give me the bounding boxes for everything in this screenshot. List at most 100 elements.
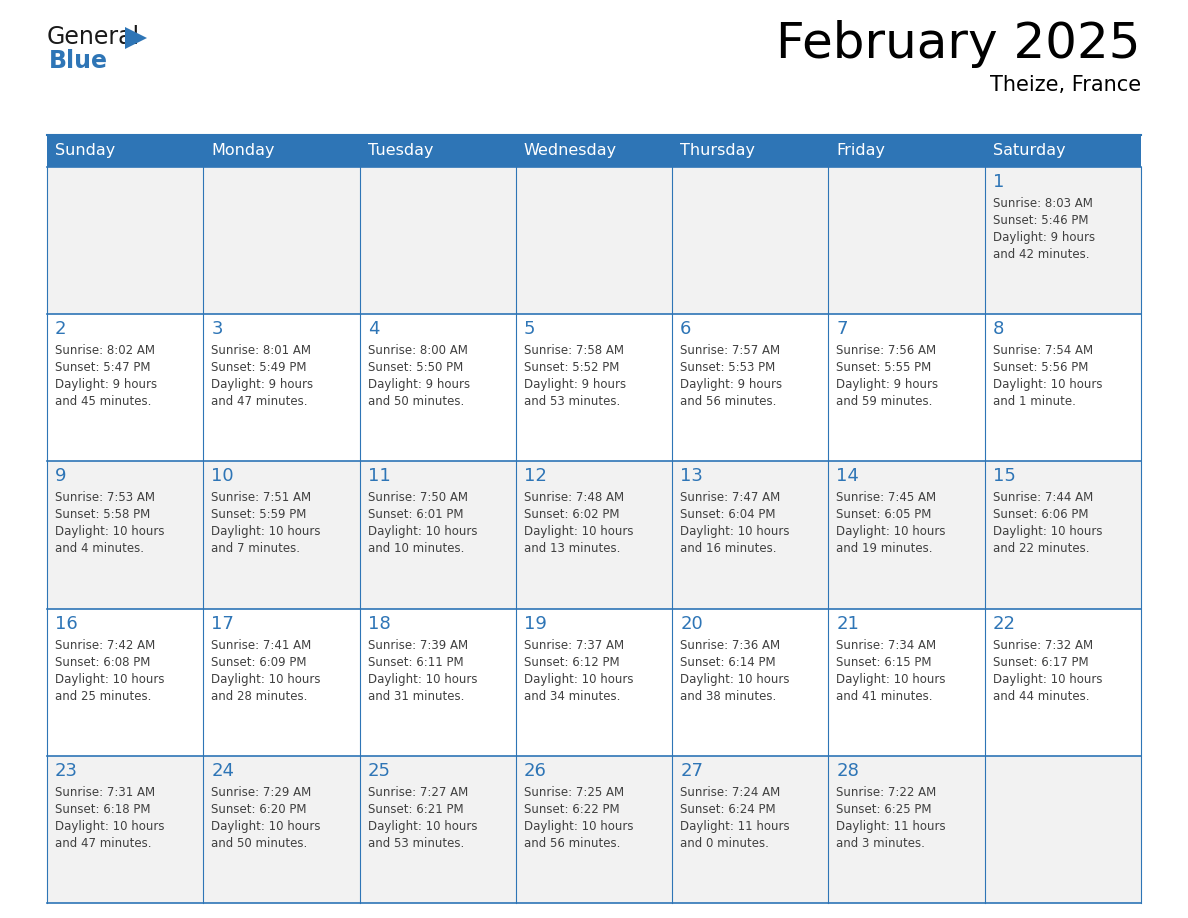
Text: Sunset: 6:20 PM: Sunset: 6:20 PM (211, 803, 307, 816)
Bar (516, 167, 672, 314)
Text: Sunrise: 7:27 AM: Sunrise: 7:27 AM (367, 786, 468, 799)
Bar (672, 167, 828, 314)
Text: Sunrise: 8:01 AM: Sunrise: 8:01 AM (211, 344, 311, 357)
Text: Sunset: 6:09 PM: Sunset: 6:09 PM (211, 655, 307, 668)
Text: and 13 minutes.: and 13 minutes. (524, 543, 620, 555)
Text: Daylight: 9 hours: Daylight: 9 hours (367, 378, 469, 391)
Text: and 56 minutes.: and 56 minutes. (681, 396, 777, 409)
Text: Sunrise: 7:34 AM: Sunrise: 7:34 AM (836, 639, 936, 652)
Bar (516, 756, 672, 903)
Text: Sunset: 6:24 PM: Sunset: 6:24 PM (681, 803, 776, 816)
Text: Sunset: 6:04 PM: Sunset: 6:04 PM (681, 509, 776, 521)
Text: February 2025: February 2025 (777, 20, 1140, 68)
Text: Thursday: Thursday (681, 143, 756, 159)
Text: and 22 minutes.: and 22 minutes. (993, 543, 1089, 555)
Polygon shape (125, 27, 147, 49)
Bar (48, 756, 203, 903)
Text: Sunrise: 7:56 AM: Sunrise: 7:56 AM (836, 344, 936, 357)
Text: 19: 19 (524, 614, 546, 633)
Text: 2: 2 (55, 320, 67, 338)
Text: Daylight: 10 hours: Daylight: 10 hours (524, 820, 633, 833)
Text: Blue: Blue (49, 49, 108, 73)
Text: 1: 1 (993, 173, 1004, 191)
Bar (672, 609, 828, 756)
Text: 9: 9 (55, 467, 67, 486)
Text: Daylight: 10 hours: Daylight: 10 hours (681, 525, 790, 538)
Text: Sunset: 6:22 PM: Sunset: 6:22 PM (524, 803, 619, 816)
Text: Sunrise: 7:48 AM: Sunrise: 7:48 AM (524, 491, 624, 504)
Bar (360, 314, 516, 462)
Text: and 0 minutes.: and 0 minutes. (681, 837, 769, 850)
Text: Sunday: Sunday (55, 143, 115, 159)
Text: 17: 17 (211, 614, 234, 633)
Text: Daylight: 10 hours: Daylight: 10 hours (993, 378, 1102, 391)
Text: Sunrise: 7:45 AM: Sunrise: 7:45 AM (836, 491, 936, 504)
Text: and 53 minutes.: and 53 minutes. (367, 837, 463, 850)
Text: and 44 minutes.: and 44 minutes. (993, 689, 1089, 702)
Text: Sunset: 6:11 PM: Sunset: 6:11 PM (367, 655, 463, 668)
Text: Daylight: 10 hours: Daylight: 10 hours (681, 673, 790, 686)
Text: 22: 22 (993, 614, 1016, 633)
Bar (672, 756, 828, 903)
Text: and 42 minutes.: and 42 minutes. (993, 248, 1089, 261)
Text: 20: 20 (681, 614, 703, 633)
Bar (985, 167, 1140, 314)
Text: Sunset: 6:18 PM: Sunset: 6:18 PM (55, 803, 151, 816)
Bar (48, 135, 1140, 167)
Bar (828, 609, 985, 756)
Text: Sunset: 5:50 PM: Sunset: 5:50 PM (367, 361, 463, 375)
Text: Sunrise: 8:00 AM: Sunrise: 8:00 AM (367, 344, 467, 357)
Text: and 50 minutes.: and 50 minutes. (367, 396, 463, 409)
Text: Daylight: 9 hours: Daylight: 9 hours (211, 378, 314, 391)
Text: Sunset: 5:59 PM: Sunset: 5:59 PM (211, 509, 307, 521)
Text: Daylight: 10 hours: Daylight: 10 hours (211, 820, 321, 833)
Text: and 3 minutes.: and 3 minutes. (836, 837, 925, 850)
Text: and 41 minutes.: and 41 minutes. (836, 689, 933, 702)
Bar (828, 756, 985, 903)
Bar (516, 314, 672, 462)
Text: and 53 minutes.: and 53 minutes. (524, 396, 620, 409)
Text: Sunrise: 7:29 AM: Sunrise: 7:29 AM (211, 786, 311, 799)
Bar (48, 609, 203, 756)
Text: Sunrise: 7:32 AM: Sunrise: 7:32 AM (993, 639, 1093, 652)
Text: 3: 3 (211, 320, 223, 338)
Text: 25: 25 (367, 762, 391, 779)
Text: 6: 6 (681, 320, 691, 338)
Text: Sunrise: 7:51 AM: Sunrise: 7:51 AM (211, 491, 311, 504)
Text: 8: 8 (993, 320, 1004, 338)
Bar (828, 462, 985, 609)
Bar (672, 462, 828, 609)
Text: Theize, France: Theize, France (990, 75, 1140, 95)
Text: Sunset: 6:06 PM: Sunset: 6:06 PM (993, 509, 1088, 521)
Bar (828, 314, 985, 462)
Text: Sunrise: 7:22 AM: Sunrise: 7:22 AM (836, 786, 936, 799)
Text: 23: 23 (55, 762, 78, 779)
Text: Sunset: 5:55 PM: Sunset: 5:55 PM (836, 361, 931, 375)
Text: Sunset: 6:17 PM: Sunset: 6:17 PM (993, 655, 1088, 668)
Text: 16: 16 (55, 614, 77, 633)
Bar (828, 167, 985, 314)
Text: Daylight: 9 hours: Daylight: 9 hours (993, 231, 1095, 244)
Text: 13: 13 (681, 467, 703, 486)
Text: 26: 26 (524, 762, 546, 779)
Text: Sunrise: 7:47 AM: Sunrise: 7:47 AM (681, 491, 781, 504)
Text: Sunrise: 8:02 AM: Sunrise: 8:02 AM (55, 344, 154, 357)
Text: Sunset: 5:47 PM: Sunset: 5:47 PM (55, 361, 151, 375)
Text: General: General (48, 25, 140, 49)
Text: Daylight: 9 hours: Daylight: 9 hours (524, 378, 626, 391)
Text: 21: 21 (836, 614, 859, 633)
Text: 15: 15 (993, 467, 1016, 486)
Text: and 4 minutes.: and 4 minutes. (55, 543, 144, 555)
Text: Sunset: 5:49 PM: Sunset: 5:49 PM (211, 361, 307, 375)
Text: Daylight: 10 hours: Daylight: 10 hours (524, 673, 633, 686)
Bar (516, 462, 672, 609)
Text: Sunset: 6:05 PM: Sunset: 6:05 PM (836, 509, 931, 521)
Text: Sunset: 6:02 PM: Sunset: 6:02 PM (524, 509, 619, 521)
Text: Sunset: 5:58 PM: Sunset: 5:58 PM (55, 509, 150, 521)
Text: and 59 minutes.: and 59 minutes. (836, 396, 933, 409)
Bar (203, 609, 360, 756)
Text: Daylight: 11 hours: Daylight: 11 hours (681, 820, 790, 833)
Text: Daylight: 10 hours: Daylight: 10 hours (524, 525, 633, 538)
Text: and 16 minutes.: and 16 minutes. (681, 543, 777, 555)
Text: Sunrise: 7:39 AM: Sunrise: 7:39 AM (367, 639, 468, 652)
